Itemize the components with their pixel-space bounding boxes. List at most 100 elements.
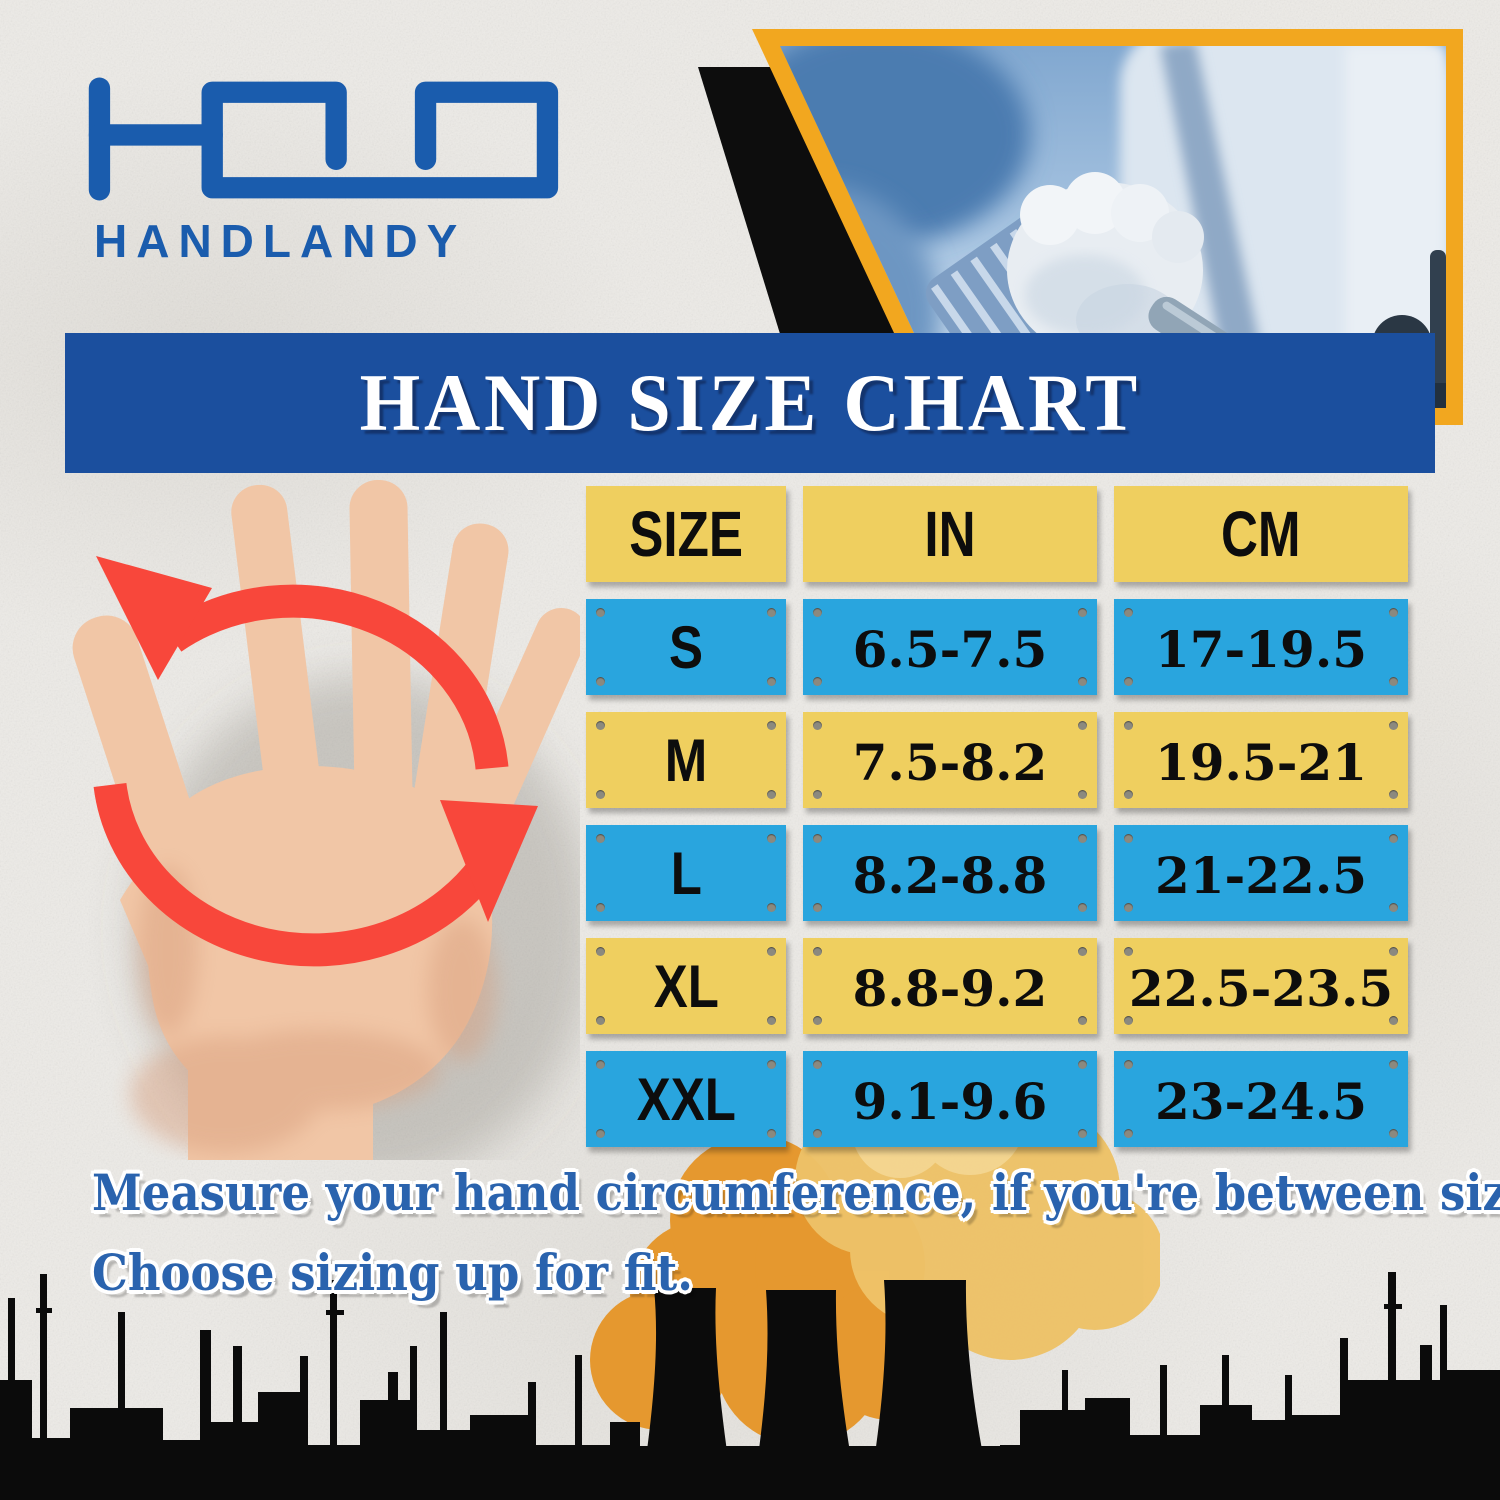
title-banner: HAND SIZE CHART bbox=[65, 333, 1435, 473]
rivet-icon bbox=[813, 1129, 822, 1138]
rivet-icon bbox=[1389, 1016, 1398, 1025]
rivet-icon bbox=[813, 677, 822, 686]
rivet-icon bbox=[767, 903, 776, 912]
rivet-icon bbox=[813, 721, 822, 730]
rivet-icon bbox=[596, 677, 605, 686]
rivet-icon bbox=[1389, 721, 1398, 730]
cm-cell-xxl-label: 23-24.5 bbox=[1154, 1071, 1368, 1131]
rivet-icon bbox=[1078, 1129, 1087, 1138]
rivet-icon bbox=[596, 947, 605, 956]
header-cell-in-label: IN bbox=[924, 498, 976, 570]
size-cell-s: S bbox=[586, 599, 786, 695]
rivet-icon bbox=[596, 790, 605, 799]
rivet-icon bbox=[813, 790, 822, 799]
size-cell-xxl-label: XXL bbox=[636, 1065, 736, 1133]
rivet-icon bbox=[813, 947, 822, 956]
rivet-icon bbox=[1389, 903, 1398, 912]
header-cell-size: SIZE bbox=[586, 486, 786, 582]
rivet-icon bbox=[767, 608, 776, 617]
in-cell-m-label: 7.5-8.2 bbox=[852, 732, 1048, 792]
cm-cell-l-label: 21-22.5 bbox=[1154, 845, 1368, 905]
header-cell-cm: CM bbox=[1114, 486, 1408, 582]
rivet-icon bbox=[813, 834, 822, 843]
cm-cell-xl: 22.5-23.5 bbox=[1114, 938, 1408, 1034]
rivet-icon bbox=[767, 1060, 776, 1069]
rivet-icon bbox=[767, 677, 776, 686]
rivet-icon bbox=[1389, 608, 1398, 617]
cm-cell-m: 19.5-21 bbox=[1114, 712, 1408, 808]
rivet-icon bbox=[1389, 1129, 1398, 1138]
brand-logo-mark-icon bbox=[88, 77, 559, 201]
rivet-icon bbox=[1124, 903, 1133, 912]
rivet-icon bbox=[1124, 1060, 1133, 1069]
size-cell-s-label: S bbox=[668, 613, 704, 681]
rivet-icon bbox=[1078, 947, 1087, 956]
rivet-icon bbox=[767, 790, 776, 799]
size-cell-xxl: XXL bbox=[586, 1051, 786, 1147]
rivet-icon bbox=[1078, 677, 1087, 686]
rivet-icon bbox=[1124, 1129, 1133, 1138]
in-cell-m: 7.5-8.2 bbox=[803, 712, 1097, 808]
size-table: SIZE IN CM S 6.5-7.5 17-19.5 M 7.5-8.2 19.5-21 L 8… bbox=[586, 486, 1408, 1147]
page-title: HAND SIZE CHART bbox=[359, 357, 1141, 448]
header-cell-cm-label: CM bbox=[1221, 498, 1301, 570]
note-line-2: Choose sizing up for fit. bbox=[92, 1243, 693, 1302]
rivet-icon bbox=[767, 947, 776, 956]
brand-name: HANDLANDY bbox=[94, 215, 467, 267]
in-cell-l: 8.2-8.8 bbox=[803, 825, 1097, 921]
open-palm-with-rotate-arrow-icon bbox=[72, 480, 595, 1185]
rivet-icon bbox=[767, 1129, 776, 1138]
cm-cell-s: 17-19.5 bbox=[1114, 599, 1408, 695]
rivet-icon bbox=[596, 1016, 605, 1025]
rivet-icon bbox=[1078, 721, 1087, 730]
size-cell-l-label: L bbox=[670, 839, 702, 907]
size-cell-m-label: M bbox=[664, 726, 708, 794]
rivet-icon bbox=[596, 1129, 605, 1138]
rivet-icon bbox=[1124, 947, 1133, 956]
rivet-icon bbox=[596, 1060, 605, 1069]
rivet-icon bbox=[813, 1016, 822, 1025]
rivet-icon bbox=[1078, 903, 1087, 912]
in-cell-xxl-label: 9.1-9.6 bbox=[852, 1071, 1048, 1131]
rivet-icon bbox=[767, 1016, 776, 1025]
rivet-icon bbox=[1124, 608, 1133, 617]
note-line-1: Measure your hand circumference, if you'… bbox=[92, 1163, 1500, 1222]
rivet-icon bbox=[1124, 790, 1133, 799]
size-cell-xl: XL bbox=[586, 938, 786, 1034]
cm-cell-xl-label: 22.5-23.5 bbox=[1128, 958, 1394, 1018]
cm-cell-s-label: 17-19.5 bbox=[1154, 619, 1368, 679]
in-cell-xxl: 9.1-9.6 bbox=[803, 1051, 1097, 1147]
in-cell-s-label: 6.5-7.5 bbox=[852, 619, 1048, 679]
rivet-icon bbox=[1124, 1016, 1133, 1025]
rivet-icon bbox=[1389, 947, 1398, 956]
in-cell-l-label: 8.2-8.8 bbox=[852, 845, 1048, 905]
header-cell-in: IN bbox=[803, 486, 1097, 582]
hand-measure-illustration bbox=[60, 470, 595, 1185]
rivet-icon bbox=[767, 834, 776, 843]
rivet-icon bbox=[813, 1060, 822, 1069]
in-cell-s: 6.5-7.5 bbox=[803, 599, 1097, 695]
cm-cell-xxl: 23-24.5 bbox=[1114, 1051, 1408, 1147]
rivet-icon bbox=[1389, 834, 1398, 843]
rivet-icon bbox=[1389, 677, 1398, 686]
size-cell-l: L bbox=[586, 825, 786, 921]
header-cell-size-label: SIZE bbox=[629, 498, 743, 570]
in-cell-xl-label: 8.8-9.2 bbox=[852, 958, 1048, 1018]
rivet-icon bbox=[1078, 790, 1087, 799]
rivet-icon bbox=[767, 721, 776, 730]
rivet-icon bbox=[813, 903, 822, 912]
rivet-icon bbox=[1078, 1016, 1087, 1025]
rivet-icon bbox=[596, 721, 605, 730]
rivet-icon bbox=[1078, 834, 1087, 843]
rivet-icon bbox=[1389, 1060, 1398, 1069]
brand-logo: HANDLANDY bbox=[88, 76, 566, 268]
rivet-icon bbox=[596, 834, 605, 843]
rivet-icon bbox=[1124, 677, 1133, 686]
rivet-icon bbox=[1078, 608, 1087, 617]
size-cell-m: M bbox=[586, 712, 786, 808]
rivet-icon bbox=[813, 608, 822, 617]
size-cell-xl-label: XL bbox=[653, 952, 719, 1020]
in-cell-xl: 8.8-9.2 bbox=[803, 938, 1097, 1034]
rivet-icon bbox=[596, 608, 605, 617]
